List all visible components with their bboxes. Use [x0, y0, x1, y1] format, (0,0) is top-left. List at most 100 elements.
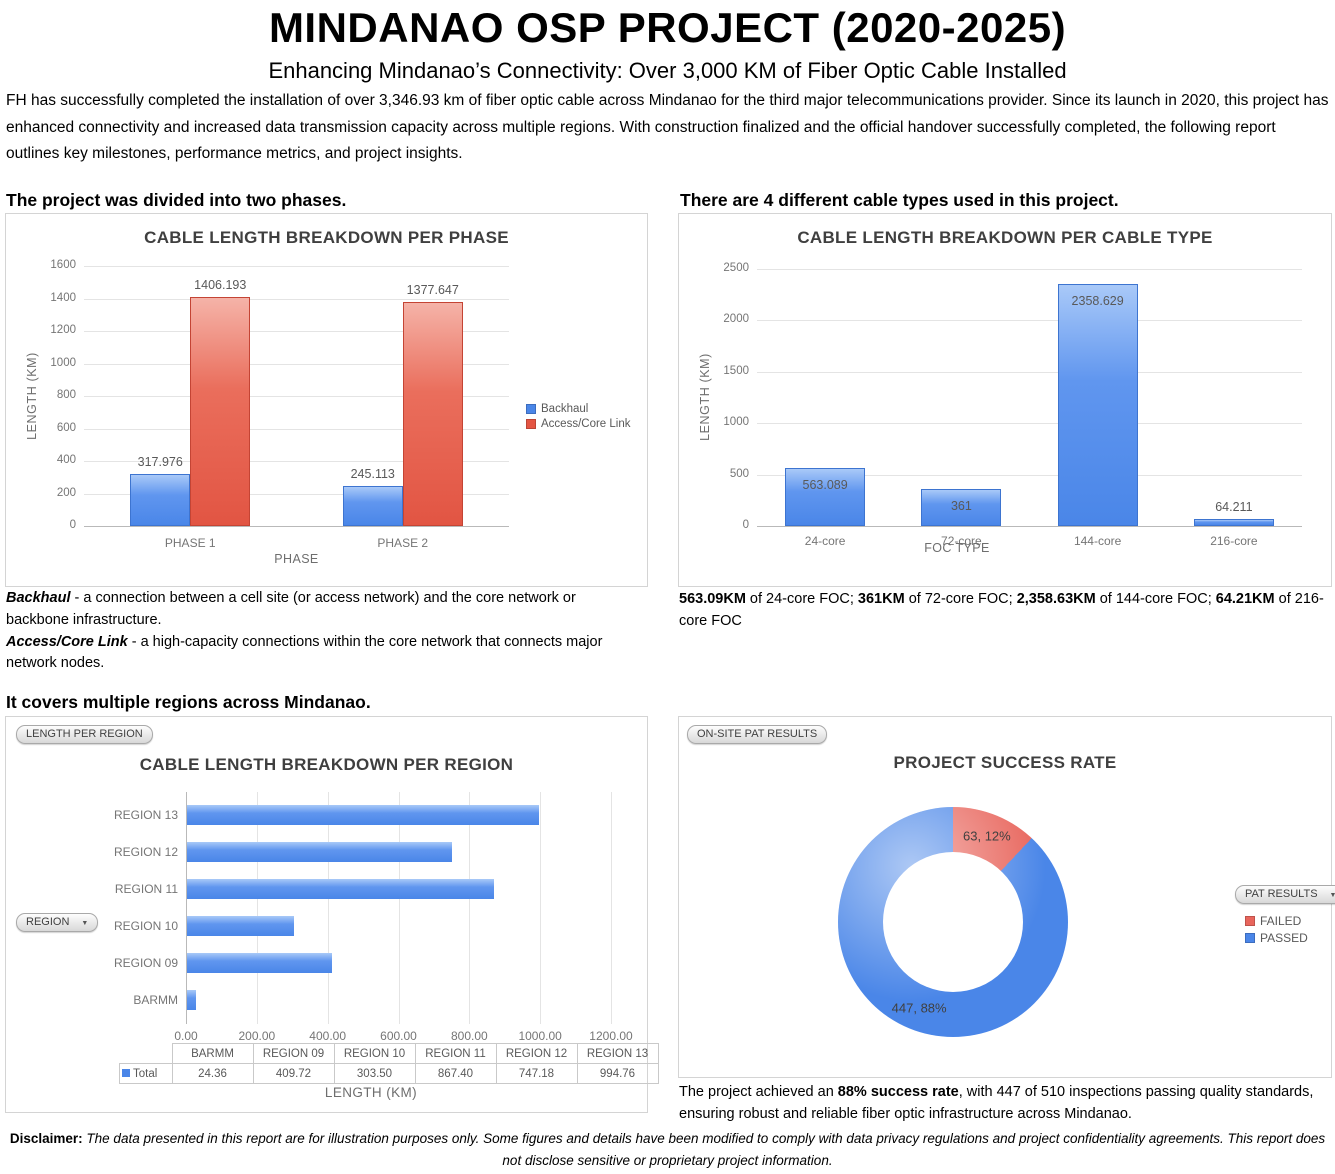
- y-axis-tick-label: 1500: [723, 364, 749, 377]
- bar-phase-2-backhaul: [342, 486, 403, 526]
- gridline: [84, 493, 509, 495]
- bar-value-label: 2358.629: [1071, 293, 1124, 308]
- gridline: [611, 792, 612, 1024]
- x-axis-tick-label: 1000.00: [518, 1029, 562, 1043]
- bar-phase-2-access-core-link: [402, 302, 463, 526]
- disclaimer: Disclaimer: The data presented in this r…: [9, 1131, 1326, 1169]
- onsite-pat-results-filter-button[interactable]: ON-SITE PAT RESULTS: [687, 725, 828, 744]
- gridline: [757, 320, 1302, 322]
- cable-type-chart-title: CABLE LENGTH BREAKDOWN PER CABLE TYPE: [797, 228, 1213, 247]
- table-column-header: REGION 12: [495, 1043, 578, 1064]
- phase-legend: Backhaul Access/Core Link: [526, 400, 630, 433]
- gridline: [84, 266, 509, 267]
- region-data-table: BARMM REGION 09 REGION 10 REGION 11 REGION 1…: [119, 1043, 659, 1084]
- gridline: [84, 428, 509, 430]
- region-axis-filter-button[interactable]: REGION ▼: [16, 913, 99, 932]
- table-cell-value: 867.40: [414, 1063, 497, 1084]
- phase-chart-panel: CABLE LENGTH BREAKDOWN PER PHASE LENGTH …: [5, 213, 648, 587]
- page-subtitle: Enhancing Mindanao’s Connectivity: Over …: [268, 58, 1067, 83]
- table-row-label: Total: [119, 1063, 173, 1084]
- y-axis-tick-label: 2000: [723, 313, 749, 326]
- gridline: [757, 423, 1302, 425]
- gridline: [469, 792, 471, 1024]
- gridline: [84, 461, 509, 462]
- cable-type-caption: 563.09KM of 24-core FOC; 361KM of 72-cor…: [679, 591, 1324, 629]
- bar-region-12: [187, 842, 452, 862]
- table-column-header: REGION 13: [576, 1043, 659, 1064]
- table-column-header: REGION 09: [252, 1043, 335, 1064]
- bar-region-11: [187, 879, 495, 899]
- phase-chart-title: CABLE LENGTH BREAKDOWN PER PHASE: [144, 228, 509, 247]
- legend-swatch: [526, 404, 536, 414]
- bar-24-core: [785, 468, 866, 526]
- success-rate-caption: The project achieved an 88% success rate…: [679, 1084, 1314, 1122]
- gridline: [540, 792, 542, 1024]
- bar-region-13: [187, 805, 540, 825]
- cable-type-chart-panel: CABLE LENGTH BREAKDOWN PER CABLE TYPE LE…: [678, 213, 1332, 587]
- y-category-label: REGION 12: [113, 845, 178, 859]
- y-category-label: REGION 09: [113, 956, 178, 970]
- cable-type-plot-area: 0 500 1000 1500 2000 2500 563.089 24-core 361 72-…: [679, 214, 1331, 586]
- bar-value-label: 563.089: [802, 478, 848, 493]
- gridline: [757, 371, 1302, 373]
- section-heading-regions: It covers multiple regions across Mindan…: [6, 692, 371, 712]
- bar-region-10: [187, 916, 295, 936]
- legend-item: Access/Core Link: [526, 418, 630, 430]
- page-title: MINDANAO OSP PROJECT (2020-2025): [268, 4, 1067, 51]
- length-per-region-filter-button[interactable]: LENGTH PER REGION: [16, 725, 153, 744]
- bar-phase-1-access-core-link: [190, 297, 251, 526]
- intro-paragraph: FH has successfully completed the instal…: [6, 92, 1329, 163]
- gridline: [84, 526, 509, 527]
- success-rate-chart-title: PROJECT SUCCESS RATE: [893, 753, 1117, 772]
- bar-phase-1-backhaul: [130, 474, 191, 526]
- legend-item: Backhaul: [526, 403, 630, 415]
- backhaul-definition: Backhaul - a connection between a cell s…: [6, 590, 576, 628]
- slice-data-label: 447, 88%: [891, 1000, 947, 1016]
- region-axis-filter-label: REGION: [26, 916, 70, 928]
- gridline: [186, 792, 187, 1024]
- y-category-label: BARMM: [133, 993, 178, 1007]
- table-cell-value: 747.18: [495, 1063, 578, 1084]
- x-axis-tick-label: 600.00: [380, 1029, 417, 1043]
- bar-region-09: [187, 953, 333, 973]
- table-column-header: BARMM: [171, 1043, 254, 1064]
- x-category-label: 72-core: [941, 534, 982, 548]
- x-category-label: PHASE 1: [164, 536, 216, 550]
- legend-item: FAILED: [1245, 914, 1308, 928]
- series-swatch-icon: [122, 1068, 130, 1077]
- x-axis-tick-label: 0.00: [174, 1029, 198, 1043]
- pat-results-legend-button[interactable]: PAT RESULTS ▼: [1235, 885, 1335, 904]
- y-axis-tick-label: 200: [56, 486, 76, 499]
- x-axis-tick-label: 800.00: [450, 1029, 488, 1043]
- gridline: [84, 363, 509, 365]
- x-category-label: PHASE 2: [377, 536, 429, 550]
- chevron-down-icon: ▼: [81, 920, 89, 927]
- bar-value-label: 1406.193: [194, 278, 247, 293]
- donut-hole: [883, 852, 1023, 992]
- region-plot-area: 0.00 200.00 400.00 600.00 800.00 1000.00 1200.…: [6, 717, 659, 1112]
- x-category-label: 24-core: [804, 534, 846, 548]
- legend-swatch: [1245, 916, 1255, 926]
- donut-legend: FAILED PASSED: [1245, 911, 1308, 948]
- y-category-label: REGION 11: [114, 882, 178, 896]
- y-axis-tick-label: 800: [56, 389, 76, 401]
- x-axis-title: PHASE: [274, 552, 319, 566]
- access-core-link-definition: Access/Core Link - a high-capacity conne…: [6, 633, 603, 672]
- y-axis-tick-label: 500: [729, 467, 749, 480]
- x-axis-title: FOC TYPE: [924, 541, 990, 555]
- bar-144-core: [1057, 283, 1138, 526]
- y-category-label: REGION 10: [113, 919, 178, 933]
- legend-swatch: [526, 419, 536, 429]
- y-axis-tick-label: 1000: [723, 416, 749, 429]
- y-category-label: REGION 13: [113, 808, 178, 822]
- y-axis-tick-label: 1000: [50, 356, 76, 369]
- table-column-header: REGION 11: [414, 1043, 497, 1064]
- y-axis-tick-label: 1400: [50, 291, 76, 304]
- pat-results-legend-label: PAT RESULTS: [1245, 888, 1318, 900]
- table-cell-value: 24.36: [171, 1063, 254, 1084]
- donut-plot-area: 63, 12% 447, 88%: [679, 717, 1331, 1077]
- bar-216-core: [1193, 519, 1274, 526]
- x-axis-tick-label: 1200.00: [589, 1029, 633, 1043]
- legend-item: PASSED: [1245, 931, 1308, 945]
